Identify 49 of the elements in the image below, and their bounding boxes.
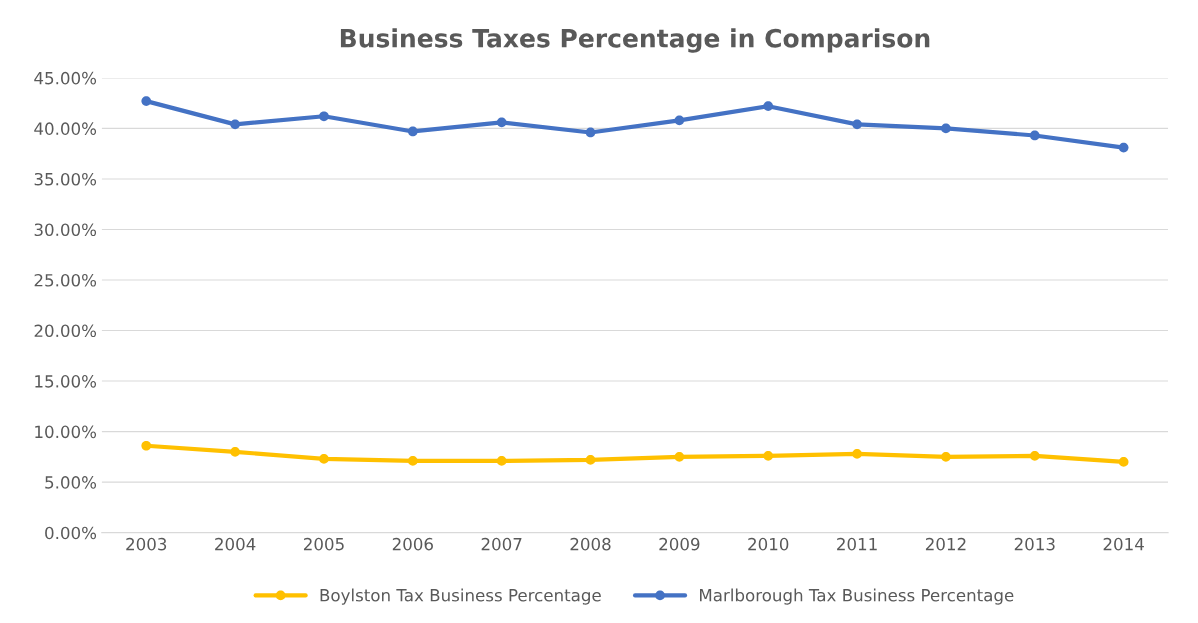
point (674, 452, 685, 462)
point (319, 454, 329, 464)
point (941, 123, 951, 134)
point (230, 446, 240, 457)
x-tick-label: 2009 (659, 537, 700, 551)
point (852, 119, 862, 130)
point (319, 111, 329, 122)
x-tick-label: 2003 (126, 537, 167, 551)
x-tick-label: 2004 (215, 537, 256, 551)
point (407, 126, 418, 137)
y-tick-label: 25.00% (34, 273, 97, 287)
y-tick-label: 15.00% (35, 375, 97, 388)
y-tick-label: 30.00% (34, 223, 97, 237)
point (852, 448, 862, 459)
x-tick-label: 2014 (1103, 537, 1144, 551)
point (585, 455, 596, 465)
x-tick-label: 2011 (837, 537, 877, 551)
x-tick-label: 2006 (392, 537, 433, 551)
point (941, 452, 951, 462)
legend-label: Marlborough Tax Business Percentage (700, 588, 1014, 605)
point (585, 127, 596, 138)
point (1029, 130, 1040, 141)
point (1118, 142, 1129, 153)
point (141, 440, 152, 451)
x-tick-label: 2012 (925, 537, 966, 551)
y-tick-label: 10.00% (35, 425, 97, 439)
legend-label: Boylston Tax Business Percentage (320, 588, 601, 605)
point (674, 115, 685, 126)
point (1029, 450, 1040, 461)
y-tick-label: 20.00% (34, 324, 97, 338)
x-tick-label: 2013 (1014, 537, 1055, 551)
point (496, 456, 507, 466)
point (230, 119, 240, 130)
x-tick-label: 2007 (481, 537, 522, 551)
y-tick-label: 0.00% (45, 526, 97, 540)
point (141, 96, 152, 106)
x-tick-label: 2005 (303, 537, 344, 551)
y-tick-label: 35.00% (34, 172, 97, 186)
x-tick-label: 2010 (748, 537, 789, 551)
point (407, 456, 418, 466)
point (496, 117, 507, 128)
x-tick-label: 2008 (570, 537, 611, 551)
point (763, 101, 774, 112)
point (1118, 457, 1129, 467)
chart-title: Business Taxes Percentage in Comparison (340, 28, 930, 53)
y-tick-label: 40.00% (34, 122, 97, 135)
point (763, 450, 774, 461)
y-tick-label: 5.00% (45, 476, 97, 489)
y-tick-label: 45.00% (34, 71, 97, 85)
